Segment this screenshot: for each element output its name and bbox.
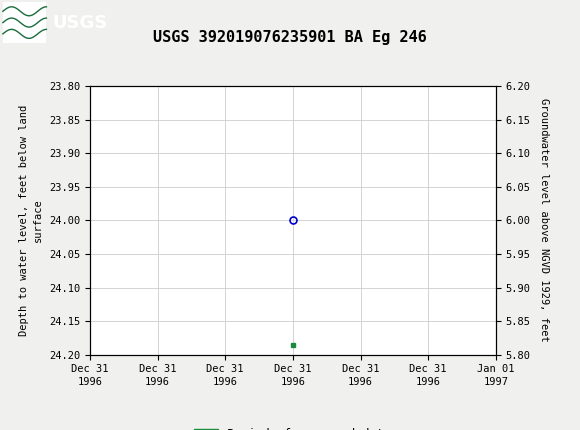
Text: USGS: USGS <box>52 14 107 31</box>
Legend: Period of approved data: Period of approved data <box>190 423 396 430</box>
Y-axis label: Depth to water level, feet below land
surface: Depth to water level, feet below land su… <box>19 105 44 336</box>
Text: USGS 392019076235901 BA Eg 246: USGS 392019076235901 BA Eg 246 <box>153 30 427 45</box>
Y-axis label: Groundwater level above NGVD 1929, feet: Groundwater level above NGVD 1929, feet <box>539 98 549 342</box>
FancyBboxPatch shape <box>3 2 46 43</box>
